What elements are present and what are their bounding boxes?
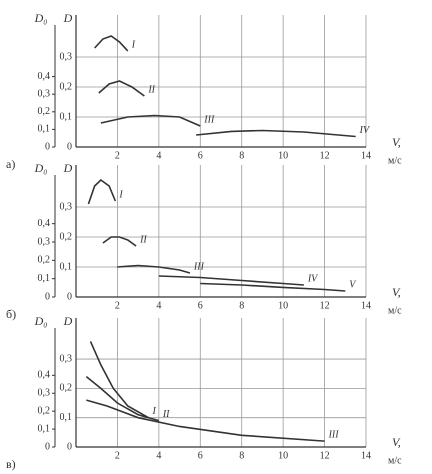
series-label: I	[131, 39, 136, 50]
y-tick-label: 0,2	[60, 231, 73, 242]
series-line	[85, 376, 160, 422]
series-label: III	[203, 114, 215, 125]
series-label: III	[328, 429, 340, 440]
y-tick-label: 0	[67, 141, 72, 152]
y2-tick-label: 0	[45, 291, 50, 302]
y-label: D	[63, 11, 73, 25]
x-tick-label: 12	[320, 150, 330, 161]
x-tick-label: 14	[361, 150, 371, 161]
x-tick-label: 4	[156, 450, 161, 461]
x-tick-label: 10	[278, 300, 288, 311]
series-label: IV	[307, 273, 319, 284]
y-tick-label: 0,3	[60, 353, 73, 364]
series-line	[158, 275, 304, 286]
series-label: III	[193, 261, 205, 272]
y2-tick-label: 0,1	[38, 273, 51, 284]
y-label: D	[63, 161, 73, 175]
series-line	[87, 178, 117, 205]
series-line	[94, 35, 129, 52]
series-label: II	[162, 409, 170, 420]
y2-tick-label: 0,3	[38, 88, 51, 99]
x-tick-label: 4	[156, 150, 161, 161]
x-tick-label: 8	[239, 450, 244, 461]
x-tick-label: 8	[239, 150, 244, 161]
y2-tick-label: 0,2	[38, 405, 51, 416]
series-label: II	[147, 84, 155, 95]
x-label: V,	[392, 135, 401, 149]
x-tick-label: 4	[156, 300, 161, 311]
x-tick-label: 8	[239, 300, 244, 311]
series-line	[98, 80, 145, 97]
y-tick-label: 0	[67, 441, 72, 452]
series-line	[100, 114, 201, 127]
x-tick-label: 2	[115, 300, 120, 311]
y2-tick-label: 0,1	[38, 423, 51, 434]
x-tick-label: 6	[198, 450, 203, 461]
x-label: V,	[392, 435, 401, 449]
y2-tick-label: 0,3	[38, 388, 51, 399]
x-label: V,	[392, 285, 401, 299]
x-tick-label: 2	[115, 450, 120, 461]
series-line	[200, 282, 346, 292]
x-tick-label: 12	[320, 300, 330, 311]
y-tick-label: 0,2	[60, 81, 73, 92]
series-label: V	[349, 279, 357, 290]
x-tick-label: 14	[361, 300, 371, 311]
x-unit: м/с	[388, 305, 402, 316]
y2-tick-label: 0,3	[38, 236, 51, 247]
series-label: IV	[359, 125, 371, 136]
y2-tick-label: 0,2	[38, 255, 51, 266]
y2-tick-label: 0,4	[38, 218, 51, 229]
y-tick-label: 0,1	[60, 111, 73, 122]
x-unit: м/с	[388, 155, 402, 166]
series-line	[117, 264, 191, 274]
x-unit: м/с	[388, 455, 402, 466]
series-line	[102, 236, 137, 247]
series-line	[86, 399, 325, 442]
series-label: II	[139, 234, 147, 245]
y2-tick-label: 0	[45, 141, 50, 152]
y2-tick-label: 0,4	[38, 370, 51, 381]
y-label: D	[63, 314, 73, 328]
y-tick-label: 0,3	[60, 201, 73, 212]
y2-label: D₀	[34, 11, 48, 25]
y2-tick-label: 0,1	[38, 124, 51, 135]
series-label: I	[118, 189, 123, 200]
y-tick-label: 0,1	[60, 261, 73, 272]
y-tick-label: 0,1	[60, 412, 73, 423]
series-line	[89, 341, 149, 419]
panel-label: в)	[6, 457, 16, 471]
x-tick-label: 14	[361, 450, 371, 461]
x-tick-label: 10	[278, 450, 288, 461]
x-tick-label: 12	[320, 450, 330, 461]
panel-label: а)	[6, 157, 15, 171]
x-tick-label: 10	[278, 150, 288, 161]
panel-label: б)	[6, 307, 16, 321]
x-tick-label: 6	[198, 150, 203, 161]
y-tick-label: 0,3	[60, 51, 73, 62]
y2-tick-label: 0,4	[38, 71, 51, 82]
x-tick-label: 6	[198, 300, 203, 311]
y2-tick-label: 0,2	[38, 106, 51, 117]
series-label: I	[152, 406, 157, 417]
y2-label: D₀	[34, 314, 48, 328]
y-tick-label: 0,2	[60, 383, 73, 394]
y2-tick-label: 0	[45, 441, 50, 452]
y2-label: D₀	[34, 161, 48, 175]
y-tick-label: 0	[67, 291, 72, 302]
series-line	[196, 129, 356, 138]
x-tick-label: 2	[115, 150, 120, 161]
